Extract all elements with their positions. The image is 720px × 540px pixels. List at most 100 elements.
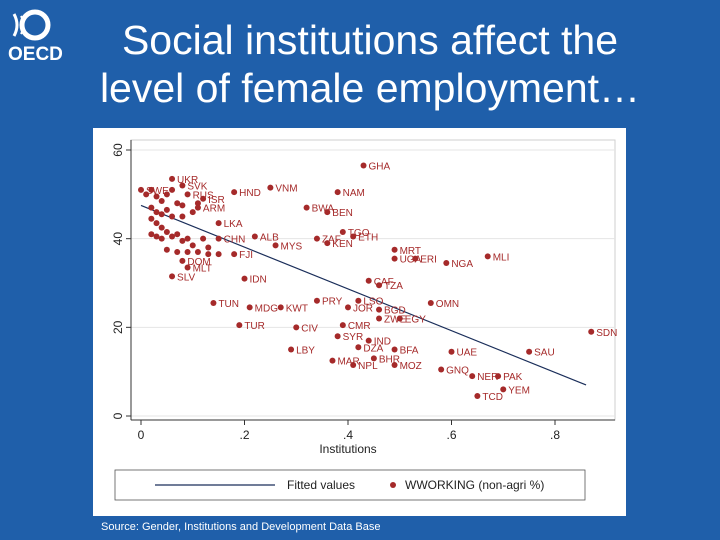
point-label: GHA bbox=[369, 162, 391, 173]
data-point bbox=[495, 373, 502, 380]
point-label: TZA bbox=[384, 281, 403, 292]
point-label: NGA bbox=[451, 259, 473, 270]
legend-point-swatch bbox=[390, 482, 396, 488]
data-point bbox=[272, 242, 279, 249]
data-point bbox=[396, 315, 403, 322]
point-label: MYS bbox=[281, 241, 303, 252]
y-tick-label: 0 bbox=[111, 412, 125, 419]
y-tick-label: 40 bbox=[111, 232, 125, 246]
data-point bbox=[313, 235, 320, 242]
point-label: UKR bbox=[177, 175, 198, 186]
data-point bbox=[277, 304, 284, 311]
point-label: VNM bbox=[275, 184, 297, 195]
data-point bbox=[184, 264, 191, 271]
data-point bbox=[153, 193, 160, 200]
data-point bbox=[153, 209, 160, 216]
oecd-logo: OECD bbox=[8, 8, 68, 68]
data-point bbox=[163, 191, 170, 198]
legend: Fitted values WWORKING (non-agri %) bbox=[114, 469, 586, 501]
data-point bbox=[360, 162, 367, 169]
data-point bbox=[169, 233, 176, 240]
data-point bbox=[163, 229, 170, 236]
title-line-1: Social institutions affect the bbox=[121, 17, 619, 63]
data-points: GHAUKRSVKVNMHNDNAMSWERUSISRARMBWABENLKAA… bbox=[138, 162, 617, 403]
point-label: CIV bbox=[301, 323, 318, 334]
data-point bbox=[169, 213, 176, 220]
point-label: BGD bbox=[384, 306, 406, 317]
point-label: ISR bbox=[208, 195, 225, 206]
data-point bbox=[184, 235, 191, 242]
point-label: IDN bbox=[250, 275, 267, 286]
point-label: ZAF bbox=[322, 235, 341, 246]
data-point bbox=[169, 175, 176, 182]
data-point bbox=[174, 231, 181, 238]
point-label: KEN bbox=[332, 239, 353, 250]
oecd-emblem-icon bbox=[12, 9, 51, 41]
x-tick-label: .4 bbox=[343, 428, 353, 442]
plot-area bbox=[130, 139, 616, 421]
data-point bbox=[138, 186, 144, 193]
point-label: SVK bbox=[187, 181, 207, 192]
data-point bbox=[184, 248, 191, 255]
data-point bbox=[365, 277, 372, 284]
data-point bbox=[169, 273, 176, 280]
data-point bbox=[169, 186, 176, 193]
point-label: DZA bbox=[363, 343, 383, 354]
data-point bbox=[143, 191, 150, 198]
data-point bbox=[329, 357, 336, 364]
data-point bbox=[288, 346, 295, 353]
point-label: OMN bbox=[436, 299, 459, 310]
point-label: BFA bbox=[400, 346, 419, 357]
data-point bbox=[443, 260, 450, 267]
point-label: LBY bbox=[296, 346, 315, 357]
data-point bbox=[365, 337, 372, 344]
data-point bbox=[179, 257, 186, 264]
point-label: UAE bbox=[457, 348, 478, 359]
point-label: ERI bbox=[420, 255, 437, 266]
x-tick-label: .6 bbox=[446, 428, 456, 442]
point-label: MRT bbox=[400, 246, 421, 257]
data-point bbox=[179, 213, 186, 220]
data-point bbox=[339, 322, 346, 329]
data-point bbox=[210, 299, 217, 306]
point-label: NPL bbox=[358, 361, 378, 372]
data-point bbox=[231, 251, 238, 258]
point-label: PAK bbox=[503, 372, 523, 383]
point-label: FJI bbox=[239, 250, 253, 261]
point-label: MLT bbox=[193, 263, 212, 274]
source-note: Source: Gender, Institutions and Develop… bbox=[101, 521, 381, 533]
data-point bbox=[194, 204, 201, 211]
data-point bbox=[246, 304, 253, 311]
point-label: SDN bbox=[596, 328, 617, 339]
data-point bbox=[339, 229, 346, 236]
data-point bbox=[194, 200, 201, 207]
data-point bbox=[241, 275, 248, 282]
x-axis-label: Institutions bbox=[319, 442, 376, 456]
point-label: LSO bbox=[363, 297, 383, 308]
oecd-logo-text: OECD bbox=[8, 44, 63, 65]
data-point bbox=[153, 220, 160, 227]
data-point bbox=[376, 306, 383, 313]
point-label: SLV bbox=[177, 272, 195, 283]
data-point bbox=[148, 215, 155, 222]
data-point bbox=[163, 206, 170, 213]
data-point bbox=[500, 386, 507, 393]
y-tick-label: 60 bbox=[111, 143, 125, 157]
point-label: KWT bbox=[286, 303, 308, 314]
data-point bbox=[158, 235, 165, 242]
point-label: MAR bbox=[337, 357, 359, 368]
y-tick-label: 20 bbox=[111, 320, 125, 334]
data-point bbox=[355, 344, 362, 351]
data-point bbox=[205, 244, 212, 251]
point-label: MDG bbox=[255, 303, 279, 314]
data-point bbox=[474, 393, 481, 400]
point-label: UGA bbox=[400, 255, 422, 266]
data-point bbox=[215, 235, 222, 242]
point-label: MLI bbox=[493, 252, 510, 263]
data-point bbox=[293, 324, 300, 331]
point-label: LKA bbox=[224, 219, 243, 230]
data-point bbox=[313, 297, 320, 304]
data-point bbox=[391, 346, 398, 353]
point-label: BWA bbox=[312, 204, 335, 215]
